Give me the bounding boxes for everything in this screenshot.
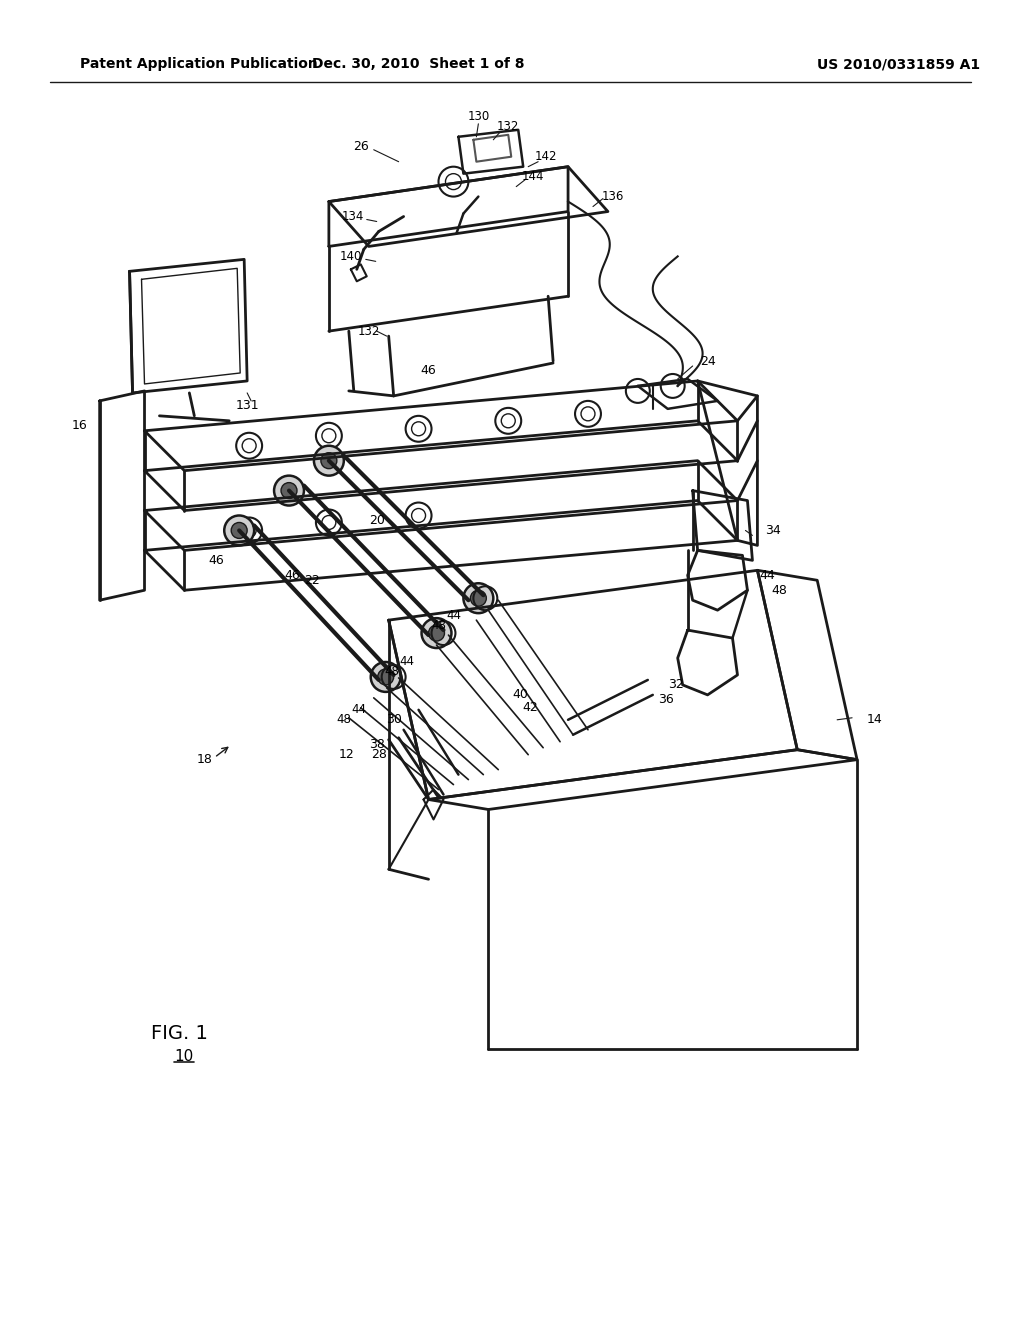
Circle shape: [470, 590, 486, 606]
Text: 48: 48: [771, 583, 787, 597]
Text: 144: 144: [522, 170, 545, 183]
Text: 32: 32: [668, 678, 683, 692]
Text: 10: 10: [174, 1049, 194, 1064]
Text: 18: 18: [197, 754, 212, 766]
Circle shape: [371, 663, 400, 692]
Text: 42: 42: [522, 701, 539, 714]
Text: 44: 44: [351, 704, 367, 717]
Text: 140: 140: [339, 249, 361, 263]
Text: 46: 46: [209, 554, 224, 566]
Text: FIG. 1: FIG. 1: [152, 1024, 208, 1043]
Circle shape: [314, 446, 344, 475]
Text: 28: 28: [371, 748, 387, 762]
Text: 30: 30: [386, 713, 401, 726]
Text: Dec. 30, 2010  Sheet 1 of 8: Dec. 30, 2010 Sheet 1 of 8: [312, 57, 525, 71]
Circle shape: [281, 483, 297, 499]
Text: 48: 48: [337, 713, 351, 726]
Text: 46: 46: [421, 364, 436, 378]
Text: 142: 142: [535, 150, 557, 164]
Circle shape: [274, 475, 304, 506]
Text: 20: 20: [369, 513, 385, 527]
Circle shape: [378, 669, 393, 685]
Text: 48: 48: [384, 665, 399, 678]
Text: 12: 12: [339, 748, 354, 762]
Text: 34: 34: [765, 524, 781, 537]
Text: 130: 130: [467, 111, 489, 123]
Text: 26: 26: [353, 140, 369, 153]
Text: 38: 38: [369, 738, 385, 751]
Text: 22: 22: [304, 574, 319, 587]
Circle shape: [321, 453, 337, 469]
Circle shape: [464, 583, 494, 614]
Text: US 2010/0331859 A1: US 2010/0331859 A1: [817, 57, 980, 71]
Text: 40: 40: [512, 689, 528, 701]
Text: 48: 48: [431, 619, 445, 631]
Text: 132: 132: [497, 120, 519, 133]
Circle shape: [224, 516, 254, 545]
Circle shape: [428, 626, 444, 642]
Text: 44: 44: [445, 609, 461, 622]
Text: 44: 44: [760, 569, 775, 582]
Text: 132: 132: [357, 325, 380, 338]
Circle shape: [231, 523, 247, 539]
Text: 16: 16: [72, 420, 88, 432]
Text: 136: 136: [602, 190, 624, 203]
Text: 134: 134: [341, 210, 364, 223]
Text: 46: 46: [284, 569, 300, 582]
Text: 44: 44: [399, 656, 414, 668]
Text: 24: 24: [699, 355, 716, 367]
Text: 14: 14: [867, 713, 883, 726]
Text: 36: 36: [657, 693, 674, 706]
Text: Patent Application Publication: Patent Application Publication: [80, 57, 317, 71]
Text: 131: 131: [236, 400, 259, 412]
Circle shape: [422, 618, 452, 648]
